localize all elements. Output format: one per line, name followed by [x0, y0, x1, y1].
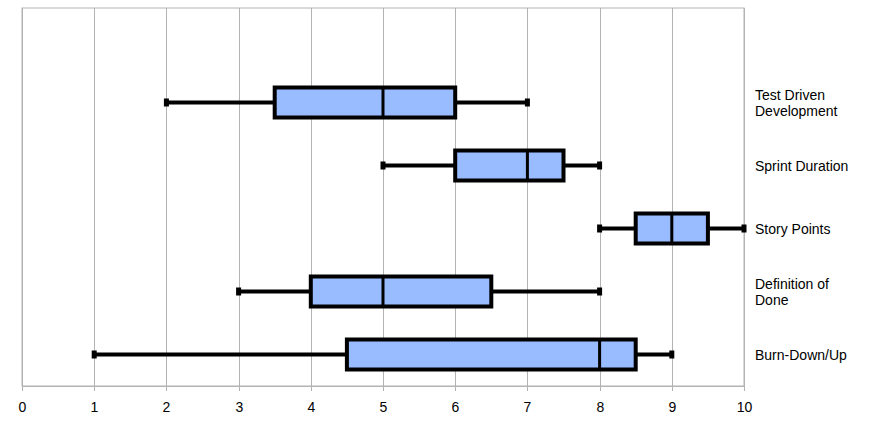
category-label: Definition ofDone	[755, 276, 829, 308]
grid-line	[672, 8, 673, 386]
box	[347, 340, 636, 370]
plot-frame	[22, 8, 744, 386]
whisker-cap-low	[597, 225, 602, 233]
whisker-high	[564, 164, 600, 168]
grid-line	[166, 8, 167, 386]
whisker-high	[491, 290, 599, 294]
tick-label: 0	[19, 399, 27, 415]
whisker-high	[636, 353, 672, 357]
whisker-high	[708, 227, 744, 231]
tick-label: 4	[308, 399, 316, 415]
whisker-low	[239, 290, 311, 294]
whisker-cap-low	[381, 162, 386, 170]
whisker-high	[455, 101, 527, 105]
whisker-low	[94, 353, 347, 357]
median-line	[598, 340, 601, 370]
x-axis-line	[22, 386, 744, 387]
grid-line	[94, 8, 95, 386]
tick-label: 10	[737, 399, 753, 415]
tick-label: 8	[597, 399, 605, 415]
whisker-cap-high	[525, 99, 530, 107]
tick-label: 7	[524, 399, 532, 415]
whisker-low	[166, 101, 274, 105]
whisker-cap-low	[92, 351, 97, 359]
tick-label: 9	[669, 399, 677, 415]
category-label: Sprint Duration	[755, 158, 848, 174]
category-label-line: Sprint Duration	[755, 158, 848, 174]
tick-label: 3	[236, 399, 244, 415]
whisker-low	[600, 227, 636, 231]
whisker-cap-low	[236, 288, 241, 296]
category-label-line: Story Points	[755, 221, 830, 237]
whisker-cap-high	[597, 162, 602, 170]
grid-line	[600, 8, 601, 386]
grid-line	[22, 8, 23, 386]
category-label: Story Points	[755, 221, 830, 237]
boxes-group	[92, 88, 747, 370]
whisker-low	[383, 164, 455, 168]
tick-label: 2	[163, 399, 171, 415]
box	[311, 277, 492, 307]
whisker-cap-high	[742, 225, 747, 233]
category-label-line: Development	[755, 103, 838, 119]
category-label-line: Done	[755, 292, 789, 308]
whisker-cap-low	[164, 99, 169, 107]
category-label: Burn-Down/Up	[755, 347, 847, 363]
median-line	[382, 277, 385, 307]
median-line	[670, 214, 673, 244]
tick-label: 5	[380, 399, 388, 415]
median-line	[526, 151, 529, 181]
grid-line	[311, 8, 312, 386]
grid-line	[744, 8, 745, 386]
whisker-cap-high	[597, 288, 602, 296]
tick-label: 1	[91, 399, 99, 415]
category-label-line: Definition of	[755, 276, 829, 292]
whisker-cap-high	[669, 351, 674, 359]
grid-line	[383, 8, 384, 386]
box	[636, 214, 708, 244]
tick-mark	[744, 386, 745, 391]
tick-label: 6	[452, 399, 460, 415]
category-label: Test DrivenDevelopment	[755, 87, 838, 119]
box	[455, 151, 563, 181]
grid-line	[239, 8, 240, 386]
chart-svg: 0 1 2 3 4 5 6 7 8 9 10 Test DrivenDevelopment Sprint…	[0, 0, 887, 421]
category-label-line: Test Driven	[755, 87, 825, 103]
category-label-line: Burn-Down/Up	[755, 347, 847, 363]
chart-container: 0 1 2 3 4 5 6 7 8 9 10 Test DrivenDevelopment Sprint…	[0, 0, 887, 421]
box	[275, 88, 456, 118]
median-line	[382, 88, 385, 118]
grid-line	[455, 8, 456, 386]
grid-line	[527, 8, 528, 386]
